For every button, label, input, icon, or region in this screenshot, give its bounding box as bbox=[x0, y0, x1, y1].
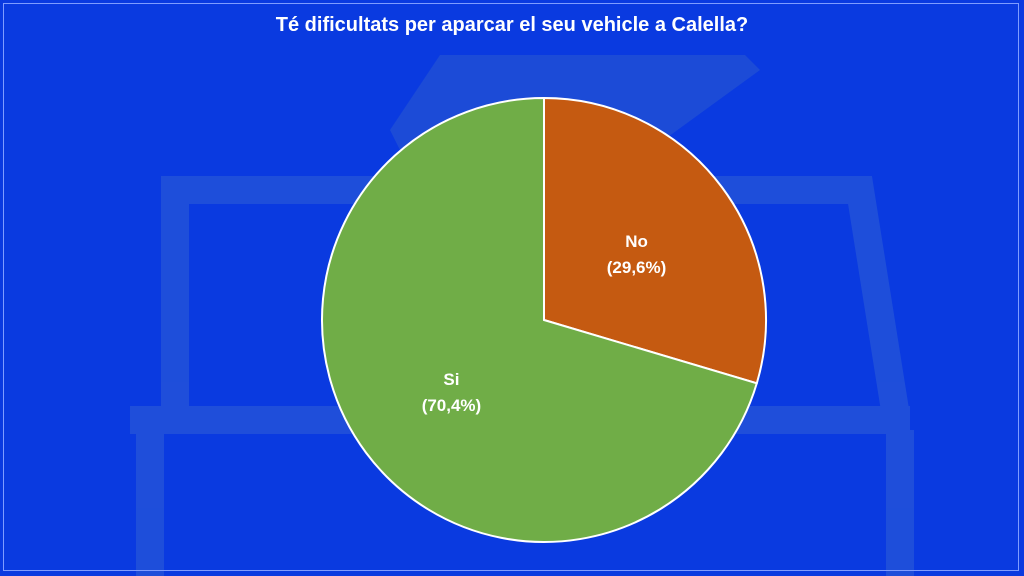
slice-percent-no: (29,6%) bbox=[607, 258, 667, 277]
pie-slice-si bbox=[321, 96, 759, 543]
chart-title: Té dificultats per aparcar el seu vehicl… bbox=[275, 14, 749, 36]
slice-label-no: No bbox=[625, 232, 648, 251]
slice-label-si: Si bbox=[443, 370, 459, 389]
slice-percent-si: (70,4%) bbox=[422, 396, 482, 415]
pie-slice-no bbox=[543, 96, 767, 385]
